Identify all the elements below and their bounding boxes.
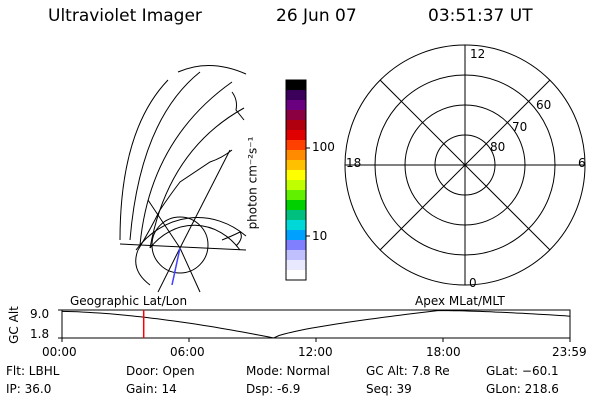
latitude-ring [149, 224, 241, 251]
latitude-arc [149, 107, 245, 249]
colorbar-segment [286, 130, 306, 141]
meridian-line [179, 149, 231, 249]
colorbar-segment [286, 150, 306, 161]
timeline-ytick-9: 9.0 [30, 307, 50, 321]
latitude-arc [177, 64, 247, 75]
info-seq: Seq: 39 [366, 382, 412, 396]
colorbar-segment [286, 100, 306, 111]
info-dsp: Dsp: -6.9 [246, 382, 301, 396]
latitude-ring [135, 217, 247, 251]
colorbar-segment [286, 80, 306, 91]
info-mode: Mode: Normal [246, 364, 330, 378]
colorbar-unit-label: photon cm⁻²s⁻¹ [245, 136, 260, 230]
info-glat: GLat: −60.1 [486, 364, 559, 378]
timeline-xtick-1800: 18:00 [426, 345, 461, 359]
colorbar-segment [286, 270, 306, 281]
geo-map-label: Geographic Lat/Lon [70, 294, 188, 308]
mlt-label-12: 12 [470, 47, 486, 61]
timeline-xtick-0000: 00:00 [42, 345, 77, 359]
mlat-label-70: 70 [512, 120, 528, 134]
mlat-label-80: 80 [490, 140, 506, 154]
polar-diagonal [379, 79, 551, 251]
latitude-arc [139, 81, 233, 246]
info-door: Door: Open [126, 364, 195, 378]
date-label: 26 Jun 07 [276, 6, 357, 26]
info-gain: Gain: 14 [126, 382, 177, 396]
geo-map [119, 64, 247, 293]
timeline-ytick-1-8: 1.8 [30, 327, 50, 341]
info-gc-alt: GC Alt: 7.8 Re [366, 364, 450, 378]
colorbar-segment [286, 200, 306, 211]
colorbar-tick-10: 10 [312, 229, 328, 243]
colorbar-segment [286, 170, 306, 181]
colorbar-segment [286, 190, 306, 201]
colorbar-segment [286, 220, 306, 231]
mlt-label-0: 0 [469, 276, 477, 290]
colorbar-segment [286, 140, 306, 151]
info-ip: IP: 36.0 [6, 382, 52, 396]
colorbar-segment [286, 90, 306, 101]
colorbar-segment [286, 250, 306, 261]
altitude-curve [61, 310, 571, 339]
mlt-label-6: 6 [578, 156, 586, 170]
polar-plot-label: Apex MLat/MLT [415, 294, 505, 308]
info-filter: Flt: LBHL [6, 364, 60, 378]
meridian-line [157, 247, 181, 293]
colorbar-segment [286, 110, 306, 121]
colorbar-segment [286, 230, 306, 241]
colorbar-segment [286, 210, 306, 221]
colorbar-tick-100: 100 [312, 140, 335, 154]
satellite-track [171, 247, 181, 286]
colorbar-frame [285, 79, 307, 281]
time-label: 03:51:37 UT [428, 6, 533, 26]
meridian-line [179, 247, 201, 293]
colorbar-segment [286, 260, 306, 271]
timeline-xtick-0600: 06:00 [170, 345, 205, 359]
latitude-arc [119, 79, 169, 241]
colorbar-segment [286, 240, 306, 251]
coastline [221, 231, 242, 247]
colorbar-segment [286, 120, 306, 131]
timeline-axis-label: GC Alt [6, 306, 21, 344]
meridian-line [147, 199, 181, 249]
mlt-label-18: 18 [346, 156, 362, 170]
timeline-frame [61, 309, 571, 339]
coastline [231, 91, 245, 121]
mlat-label-60: 60 [536, 98, 552, 112]
instrument-title: Ultraviolet Imager [48, 6, 202, 26]
colorbar-segment [286, 180, 306, 191]
coastline [135, 149, 233, 286]
colorbar-segment [286, 160, 306, 171]
latitude-arc [129, 71, 201, 241]
info-glon: GLon: 218.6 [486, 382, 559, 396]
timeline-xtick-2359: 23:59 [552, 345, 587, 359]
timeline-xtick-1200: 12:00 [298, 345, 333, 359]
